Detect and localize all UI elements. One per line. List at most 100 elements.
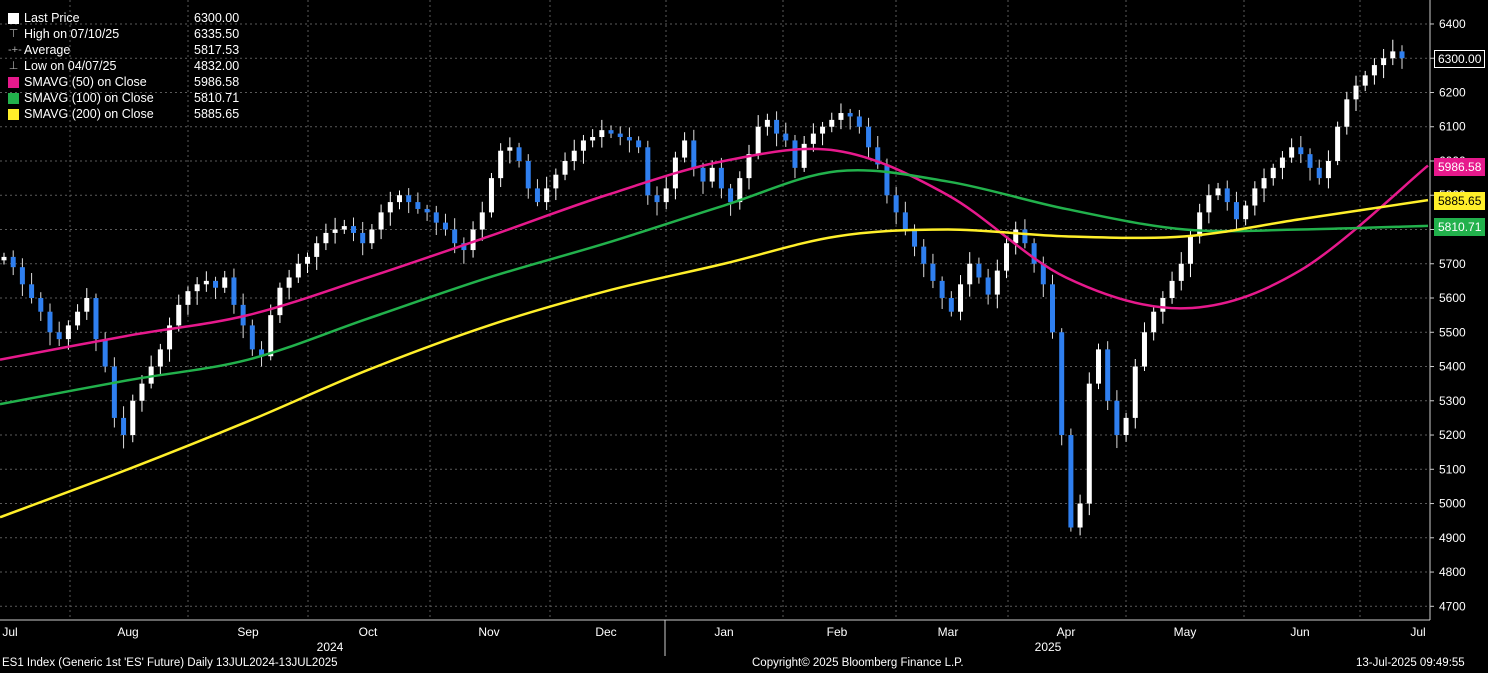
- candle: [111, 357, 117, 428]
- candle: [433, 205, 439, 235]
- x-tick-label: Jul: [2, 625, 17, 639]
- candle: [1013, 221, 1019, 255]
- candle-body: [801, 143, 807, 168]
- candle-body: [1095, 349, 1101, 384]
- candle-body: [691, 140, 697, 168]
- candle-body: [709, 167, 715, 182]
- candle: [1178, 252, 1184, 291]
- candle-body: [930, 263, 936, 281]
- candle-body: [305, 256, 311, 264]
- candle-body: [406, 195, 412, 203]
- candle: [645, 140, 651, 205]
- candle-body: [1160, 298, 1166, 312]
- candle: [1031, 238, 1037, 273]
- candle: [295, 253, 301, 283]
- candle-body: [470, 229, 476, 251]
- candle-body: [682, 140, 688, 158]
- candle-body: [1169, 280, 1175, 299]
- candle: [755, 115, 761, 160]
- candle-body: [1197, 212, 1203, 237]
- candle-body: [378, 212, 384, 230]
- candle-body: [1344, 99, 1350, 127]
- candle: [958, 275, 964, 321]
- candle-body: [360, 232, 366, 244]
- candle: [84, 288, 90, 320]
- candle: [801, 135, 807, 172]
- candle-body: [967, 263, 973, 285]
- grid-lines: [0, 0, 1430, 620]
- footer-security: ES1 Index (Generic 1st 'ES' Future) Dail…: [2, 657, 338, 669]
- candle-body: [654, 195, 660, 203]
- x-year-label: 2024: [317, 640, 344, 654]
- candle: [360, 221, 366, 256]
- x-tick-label: Sep: [237, 625, 259, 639]
- candle-body: [866, 126, 872, 148]
- candle: [10, 250, 16, 276]
- legend-average: -+- Average 5817.53: [8, 43, 240, 57]
- candle-body: [737, 178, 743, 203]
- candle: [139, 375, 145, 412]
- low-marker-icon: ⊥: [8, 60, 19, 72]
- x-axis: Jul Aug Sep Oct Nov Dec Jan Feb Mar Apr May Jun Jul 2…: [0, 619, 1430, 656]
- candle: [829, 112, 835, 133]
- candle: [516, 142, 522, 168]
- candle: [268, 304, 274, 361]
- candle-body: [580, 140, 586, 151]
- candle-body: [1261, 178, 1267, 189]
- candle-body: [148, 366, 154, 384]
- candle-body: [1187, 236, 1193, 264]
- candle-body: [958, 284, 964, 312]
- legend-sma200: SMAVG (200) on Close 5885.65: [8, 106, 239, 122]
- y-tick-label: 5700: [1439, 257, 1466, 271]
- candle-body: [617, 133, 623, 138]
- candle: [792, 134, 798, 179]
- candle-body: [1105, 349, 1111, 401]
- chart-legend: Last Price 6300.00 ⊤ High on 07/10/25 63…: [8, 10, 239, 122]
- candle-body: [277, 287, 283, 316]
- candle: [286, 269, 292, 300]
- legend-last-price: Last Price 6300.00: [8, 10, 239, 26]
- candle-body: [1004, 243, 1010, 271]
- candle: [121, 406, 127, 449]
- footer-timestamp: 13-Jul-2025 09:49:55: [1356, 657, 1465, 669]
- candle: [718, 157, 724, 199]
- candle-body: [1243, 205, 1249, 220]
- candle: [728, 183, 734, 216]
- candle: [994, 259, 1000, 309]
- candle: [203, 271, 209, 292]
- candle: [332, 217, 338, 244]
- candle: [948, 291, 954, 317]
- candle-body: [268, 315, 274, 357]
- candle-body: [222, 277, 228, 288]
- candle-body: [1381, 58, 1387, 66]
- x-tick-label: Apr: [1057, 625, 1076, 639]
- y-tick-label: 5300: [1439, 394, 1466, 408]
- candle-body: [1059, 332, 1065, 436]
- candle: [185, 286, 191, 315]
- candle: [378, 204, 384, 240]
- candle: [38, 292, 44, 321]
- candle: [19, 258, 25, 296]
- candle: [672, 151, 678, 200]
- x-tick-label: Mar: [938, 625, 959, 639]
- candle: [65, 320, 71, 350]
- candle: [663, 177, 669, 210]
- candle: [194, 277, 200, 305]
- candle-body: [1390, 51, 1396, 59]
- candle-body: [351, 226, 356, 233]
- y-tick-label: 5000: [1439, 497, 1466, 511]
- candle-body: [1151, 311, 1157, 333]
- candle: [1004, 237, 1010, 279]
- candle: [608, 125, 614, 139]
- candle-body: [645, 147, 651, 196]
- candle: [415, 192, 421, 214]
- candle: [617, 126, 623, 146]
- candle: [1086, 372, 1092, 516]
- candle: [1316, 159, 1322, 185]
- candle: [1059, 328, 1065, 446]
- sma-line-50: [0, 147, 1429, 361]
- candle-body: [746, 154, 752, 179]
- candle-body: [1050, 284, 1055, 333]
- candle-body: [764, 119, 770, 127]
- candle: [424, 204, 430, 221]
